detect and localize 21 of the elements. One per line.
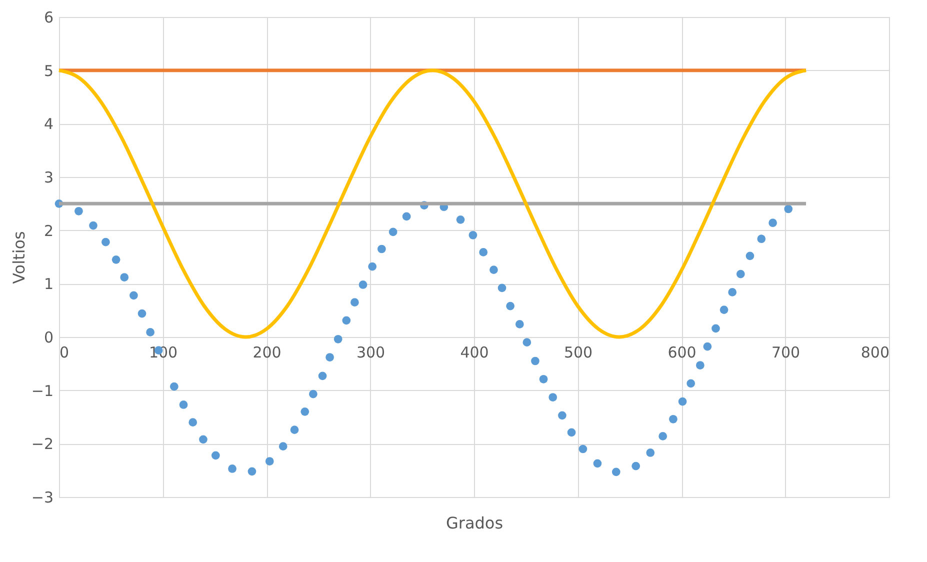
x-tick-label: 500 — [564, 344, 593, 362]
x-tick-label: 0 — [60, 344, 70, 362]
y-tick-label: 2 — [44, 222, 54, 240]
y-tick-label: −1 — [31, 382, 54, 400]
x-tick-label: 800 — [860, 344, 890, 362]
x-tick-label: 600 — [668, 344, 696, 362]
y-tick-label: 6 — [44, 8, 54, 26]
y-tick-label: 0 — [44, 328, 54, 346]
x-tick-label: 200 — [252, 344, 282, 362]
line-series — [57, 68, 808, 339]
y-tick-label: 3 — [44, 168, 54, 186]
x-axis-title: Grados — [446, 514, 504, 532]
y-axis-title: Voltios — [9, 231, 28, 284]
x-tick-label: 400 — [460, 344, 489, 362]
y-tick-label: −3 — [31, 488, 54, 506]
y-tick-label: 1 — [44, 275, 54, 294]
y-tick-label: −2 — [31, 435, 54, 454]
x-tick-label: 300 — [356, 344, 386, 362]
y-tick-label: 5 — [44, 62, 54, 80]
y-tick-label: 4 — [44, 115, 54, 134]
x-tick-label: 700 — [771, 344, 800, 362]
